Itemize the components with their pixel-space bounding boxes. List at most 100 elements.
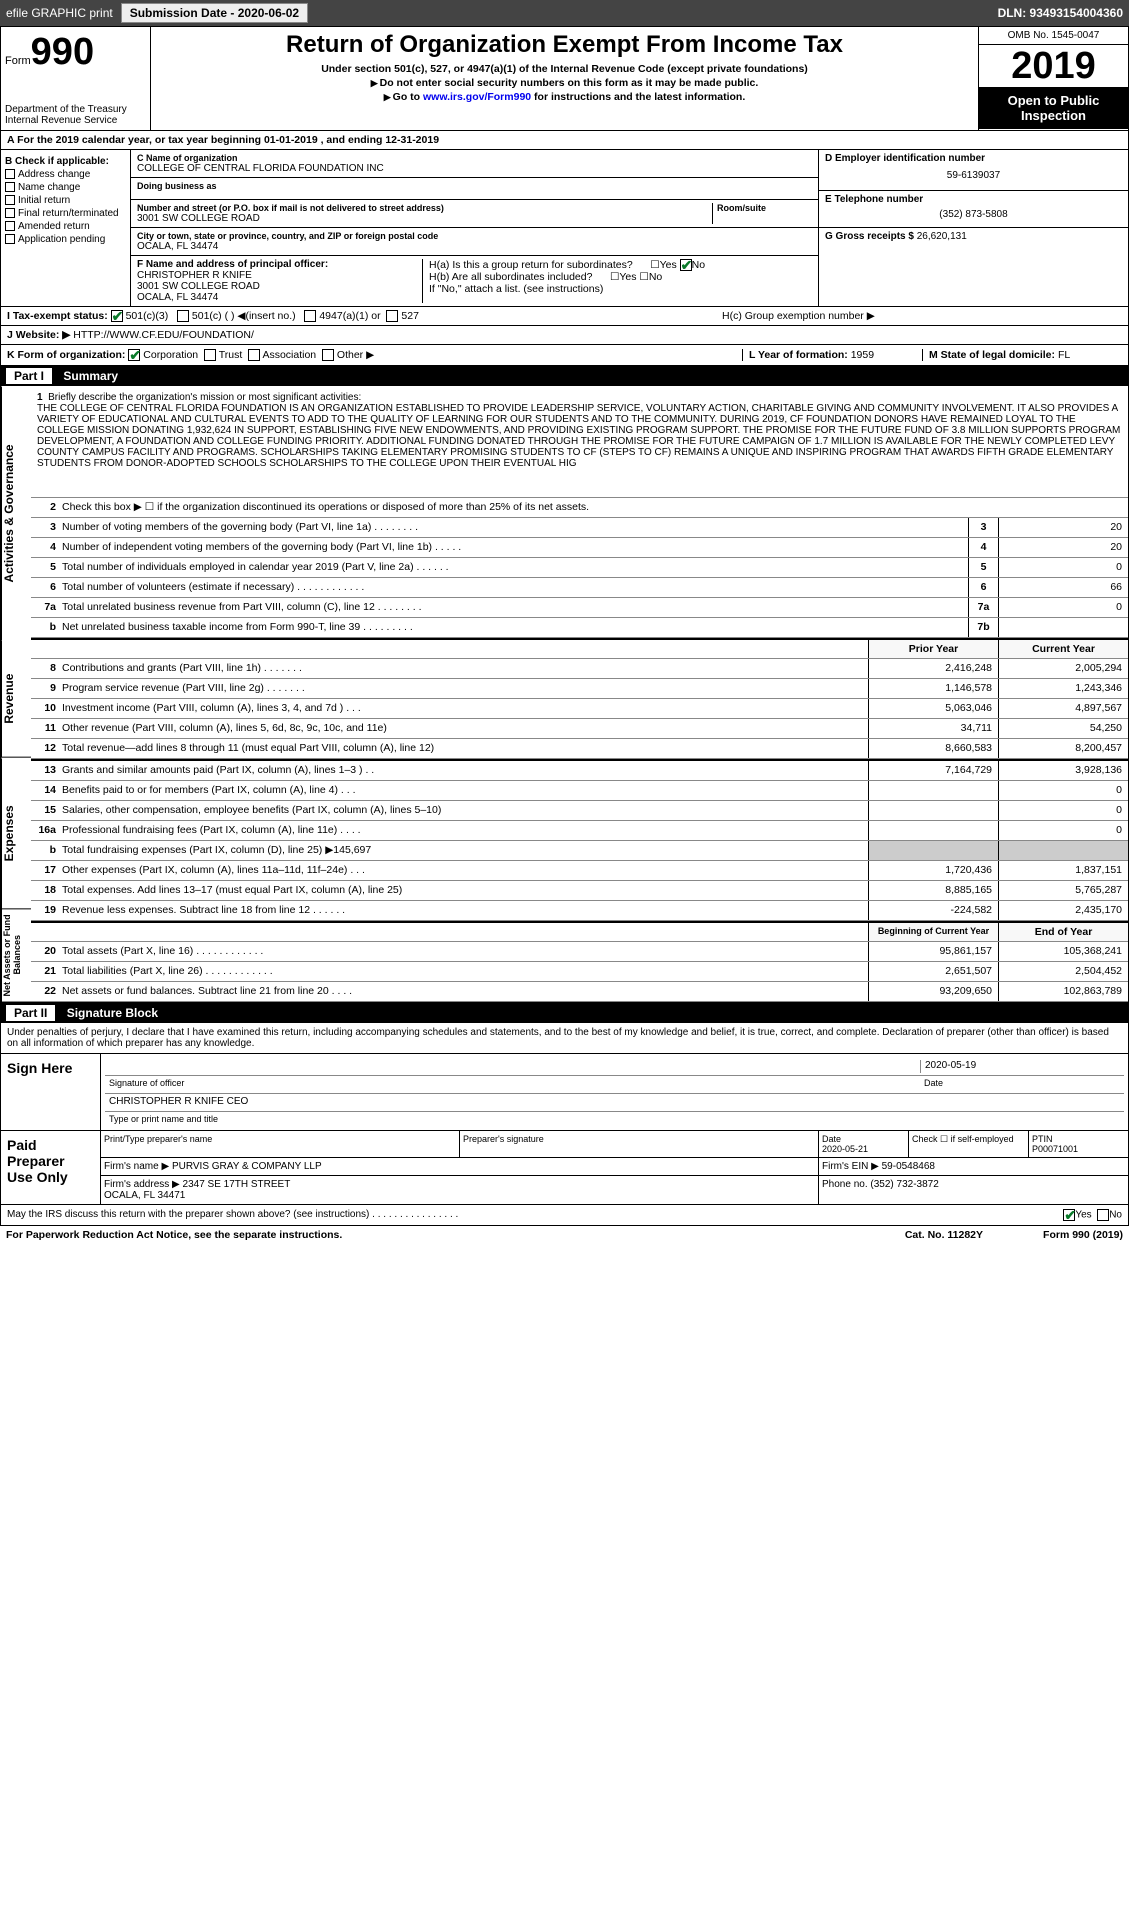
501c3-check[interactable] [111,310,123,322]
exp-line-17: 17Other expenses (Part IX, column (A), l… [31,861,1128,881]
footer-left: For Paperwork Reduction Act Notice, see … [6,1229,342,1241]
officer-label: F Name and address of principal officer: [137,259,422,270]
eoy-hdr: End of Year [998,923,1128,941]
exp-line-15: 15Salaries, other compensation, employee… [31,801,1128,821]
chk-pending: Application pending [5,234,126,245]
section-d: D Employer identification number 59-6139… [818,150,1128,306]
ha-no-check[interactable] [680,259,692,271]
chk-name: Name change [5,182,126,193]
city-value: OCALA, FL 34474 [137,241,812,252]
room-label: Room/suite [717,203,812,213]
prep-date: 2020-05-21 [822,1144,868,1154]
gross-value: 26,620,131 [917,231,967,242]
city-label: City or town, state or province, country… [137,231,812,241]
part2-header: Part II Signature Block [0,1003,1129,1023]
exp-line-16a: 16aProfessional fundraising fees (Part I… [31,821,1128,841]
line2-desc: Check this box ▶ ☐ if the organization d… [59,498,1128,517]
self-emp-label: Check ☐ if self-employed [908,1131,1028,1157]
officer-type-label: Type or print name and title [105,1112,1124,1126]
net-line-22: 22Net assets or fund balances. Subtract … [31,982,1128,1002]
gov-line-5: 5Total number of individuals employed in… [31,558,1128,578]
rev-line-8: 8Contributions and grants (Part VIII, li… [31,659,1128,679]
irs-link[interactable]: www.irs.gov/Form990 [423,91,531,103]
header-center: Return of Organization Exempt From Incom… [151,27,978,130]
part2-title: Signature Block [67,1006,158,1020]
row-j-website: J Website: ▶ HTTP://WWW.CF.EDU/FOUNDATIO… [0,326,1129,345]
tax-year: 2019 [979,45,1128,87]
gov-line-7a: 7aTotal unrelated business revenue from … [31,598,1128,618]
group-return-hb: H(b) Are all subordinates included? ☐Yes… [429,271,812,283]
street-value: 3001 SW COLLEGE ROAD [137,213,712,224]
dba-label: Doing business as [137,181,812,191]
ein-label: D Employer identification number [825,153,1122,164]
form-org-label: K Form of organization: [7,349,125,361]
firm-name: PURVIS GRAY & COMPANY LLP [172,1161,322,1172]
rev-line-10: 10Investment income (Part VIII, column (… [31,699,1128,719]
row-a-tax-year: A For the 2019 calendar year, or tax yea… [0,131,1129,150]
prep-sig-label: Preparer's signature [459,1131,818,1157]
section-b: B Check if applicable: Address change Na… [1,150,131,306]
form-title: Return of Organization Exempt From Incom… [155,31,974,59]
chk-address: Address change [5,169,126,180]
date-label: Date [920,1078,1120,1091]
year-formation: 1959 [851,349,874,361]
prep-name-label: Print/Type preparer's name [101,1131,459,1157]
prior-year-hdr: Prior Year [868,640,998,658]
hb-note: If "No," attach a list. (see instruction… [429,283,812,295]
gov-line-4: 4Number of independent voting members of… [31,538,1128,558]
boy-hdr: Beginning of Current Year [868,923,998,941]
discuss-label: May the IRS discuss this return with the… [7,1209,458,1221]
org-name-label: C Name of organization [137,153,812,163]
mission-label: Briefly describe the organization's miss… [48,392,361,403]
rev-line-9: 9Program service revenue (Part VIII, lin… [31,679,1128,699]
exp-line-14: 14Benefits paid to or for members (Part … [31,781,1128,801]
part1-title: Summary [63,369,118,383]
section-c: C Name of organization COLLEGE OF CENTRA… [131,150,818,306]
website-url: HTTP://WWW.CF.EDU/FOUNDATION/ [73,329,254,341]
vtab-activities: Activities & Governance [1,386,31,640]
header-sub2: Do not enter social security numbers on … [155,77,974,89]
form-header: Form990 Department of the Treasury Inter… [0,26,1129,131]
inspection-label: Open to Public Inspection [979,87,1128,129]
exp-line-13: 13Grants and similar amounts paid (Part … [31,761,1128,781]
gov-line-3: 3Number of voting members of the governi… [31,518,1128,538]
current-year-hdr: Current Year [998,640,1128,658]
chk-initial: Initial return [5,195,126,206]
block-bcd: B Check if applicable: Address change Na… [0,150,1129,307]
year-formation-label: L Year of formation: [749,349,848,361]
ein-value: 59-6139037 [825,164,1122,187]
page-footer: For Paperwork Reduction Act Notice, see … [0,1226,1129,1244]
paid-preparer-label: Paid Preparer Use Only [1,1131,101,1204]
corp-check[interactable] [128,349,140,361]
form-number: 990 [31,31,94,73]
tax-status-label: I Tax-exempt status: [7,310,108,322]
efile-label: efile GRAPHIC print [6,6,113,20]
rev-line-12: 12Total revenue—add lines 8 through 11 (… [31,739,1128,759]
vtab-revenue: Revenue [1,641,31,758]
part1-header: Part I Summary [0,366,1129,386]
hc-label: H(c) Group exemption number ▶ [722,310,1122,322]
part1-number: Part I [6,368,52,384]
group-return-ha: H(a) Is this a group return for subordin… [429,259,812,271]
sig-officer-label: Signature of officer [109,1078,920,1091]
vtab-netassets: Net Assets or Fund Balances [1,909,31,1003]
discuss-yes-check[interactable] [1063,1209,1075,1221]
top-bar: efile GRAPHIC print Submission Date - 20… [0,0,1129,26]
tel-label: E Telephone number [825,194,1122,205]
form-prefix: Form [5,55,31,67]
submission-date-button[interactable]: Submission Date - 2020-06-02 [121,3,308,23]
header-sub1: Under section 501(c), 527, or 4947(a)(1)… [155,63,974,75]
row-k: K Form of organization: Corporation Trus… [0,345,1129,366]
sig-date: 2020-05-19 [920,1060,1120,1073]
part1-body: Activities & Governance Revenue Expenses… [0,386,1129,1003]
footer-cat: Cat. No. 11282Y [905,1229,983,1241]
row-i-tax-status: I Tax-exempt status: 501(c)(3) 501(c) ( … [0,307,1129,326]
officer-value: CHRISTOPHER R KNIFE 3001 SW COLLEGE ROAD… [137,270,422,303]
ptin-value: P00071001 [1032,1144,1078,1154]
dln-label: DLN: 93493154004360 [998,6,1123,20]
chk-amended: Amended return [5,221,126,232]
penalty-text: Under penalties of perjury, I declare th… [1,1023,1128,1054]
website-label: J Website: ▶ [7,329,70,341]
exp-line-18: 18Total expenses. Add lines 13–17 (must … [31,881,1128,901]
net-line-21: 21Total liabilities (Part X, line 26) . … [31,962,1128,982]
